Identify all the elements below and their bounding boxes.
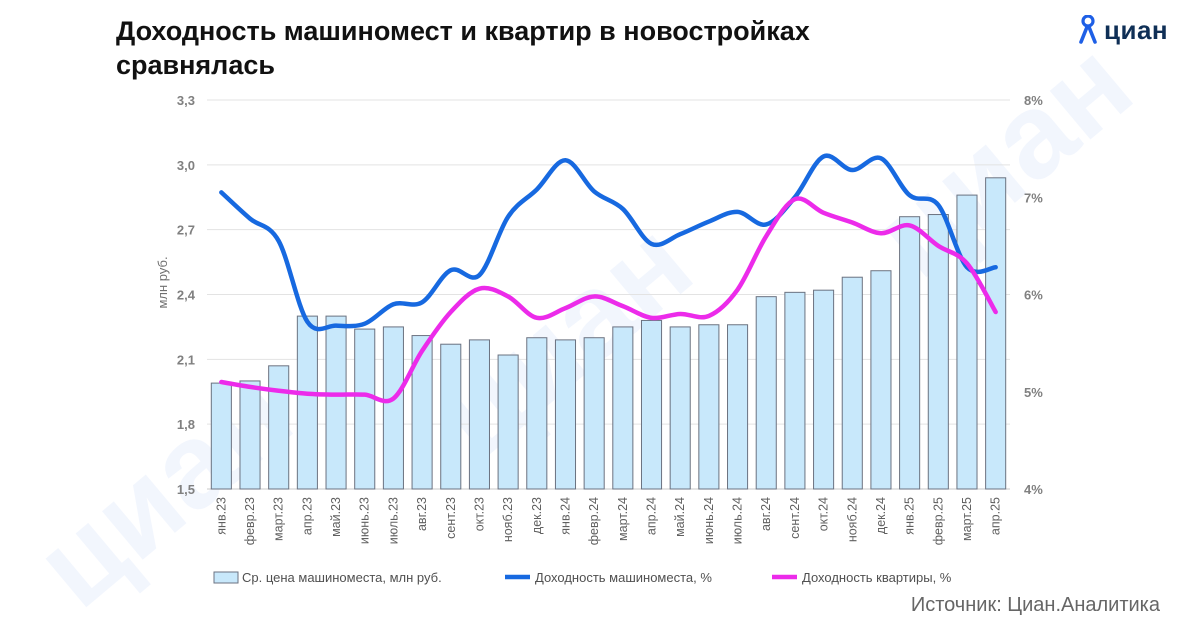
bar-series [210, 177, 1007, 490]
x-tick-label: янв.25 [903, 497, 917, 535]
x-tick-label: авг.23 [415, 497, 429, 531]
legend-label-parking: Доходность машиноместа, % [535, 570, 712, 585]
x-tick-label: авг.24 [759, 497, 773, 531]
bar [784, 291, 806, 490]
y-tick-label: 2,1 [177, 352, 195, 367]
legend-label-bar: Ср. цена машиноместа, млн руб. [242, 570, 442, 585]
y2-tick-label: 7% [1024, 190, 1043, 205]
x-tick-label: март.25 [960, 497, 974, 541]
x-tick-label: апр.24 [645, 497, 659, 535]
bar [239, 380, 261, 490]
bar [755, 296, 777, 490]
bar [899, 216, 921, 490]
legend-swatch-bar [213, 571, 239, 584]
x-tick-label: дек.24 [874, 497, 888, 534]
bar [583, 337, 605, 490]
bar [325, 315, 347, 490]
bar [985, 177, 1007, 490]
bar [440, 343, 462, 490]
bar [813, 289, 835, 490]
x-tick-label: нояб.23 [501, 497, 515, 542]
x-tick-label: сент.23 [444, 497, 458, 539]
y-tick-label: 2,7 [177, 223, 195, 238]
bar [841, 276, 863, 490]
line-series [219, 153, 998, 404]
bar [612, 326, 634, 490]
y-axis-left: 1,5 1,8 2,1 2,4 2,7 3,0 3,3 [177, 93, 196, 497]
bar [354, 328, 376, 490]
bar [927, 214, 949, 490]
bar [382, 326, 404, 490]
bar [296, 315, 318, 490]
x-tick-label: июнь.23 [358, 497, 372, 544]
y-tick-label: 2,4 [177, 288, 196, 303]
bar [727, 324, 749, 490]
parking-yield-line [219, 153, 998, 332]
bar [411, 335, 433, 490]
logo-text: циан [1104, 14, 1169, 45]
x-tick-label: март.23 [272, 497, 286, 541]
source-note: Источник: Циан.Аналитика [910, 594, 1160, 616]
y-tick-label: 1,8 [177, 417, 195, 432]
x-tick-label: февр.23 [243, 497, 257, 545]
bar [669, 326, 691, 490]
x-tick-label: июль.23 [386, 497, 400, 544]
bar [268, 365, 290, 490]
x-tick-label: апр.25 [989, 497, 1003, 535]
legend-label-apartment: Доходность квартиры, % [802, 570, 952, 585]
bar [870, 270, 892, 490]
y-tick-label: 1,5 [177, 482, 195, 497]
y-axis-label: млн руб. [155, 256, 170, 308]
x-tick-label: июль.24 [731, 497, 745, 544]
bar [698, 324, 720, 490]
x-tick-label: май.23 [329, 497, 343, 537]
x-tick-label: нояб.24 [845, 497, 859, 542]
x-tick-label: май.24 [673, 497, 687, 537]
x-tick-label: сент.24 [788, 497, 802, 539]
bar [210, 382, 232, 490]
cian-logo: циан [1076, 14, 1168, 46]
y-tick-label: 3,0 [177, 158, 195, 173]
y2-tick-label: 8% [1024, 93, 1043, 108]
y-axis-right: 4% 5% 6% 7% 8% [1024, 93, 1043, 497]
bar [640, 319, 663, 490]
x-tick-label: июнь.24 [702, 497, 716, 544]
cian-pin-icon [1079, 15, 1097, 44]
bar [956, 194, 978, 490]
x-axis: янв.23 февр.23 март.23 апр.23 май.23 июнь.23 и… [214, 497, 1002, 545]
x-tick-label: дек.23 [530, 497, 544, 534]
chart-title: Доходность машиномест и квартир в новост… [116, 16, 810, 80]
x-tick-label: февр.24 [587, 497, 601, 545]
x-tick-label: окт.23 [472, 497, 486, 531]
x-tick-label: февр.25 [931, 497, 945, 545]
apartment-yield-line [219, 196, 998, 404]
x-tick-label: апр.23 [300, 497, 314, 535]
x-tick-label: янв.24 [558, 497, 572, 535]
x-tick-label: март.24 [616, 497, 630, 541]
legend: Ср. цена машиноместа, млн руб. Доходность… [213, 570, 952, 585]
y2-tick-label: 5% [1024, 385, 1043, 400]
y-tick-label: 3,3 [177, 93, 195, 108]
bar [468, 339, 490, 490]
bar [554, 339, 577, 490]
bar [526, 337, 548, 490]
x-tick-label: окт.24 [817, 497, 831, 531]
y2-tick-label: 4% [1024, 482, 1043, 497]
bar [497, 354, 519, 490]
y2-tick-label: 6% [1024, 288, 1043, 303]
x-tick-label: янв.23 [214, 497, 228, 535]
